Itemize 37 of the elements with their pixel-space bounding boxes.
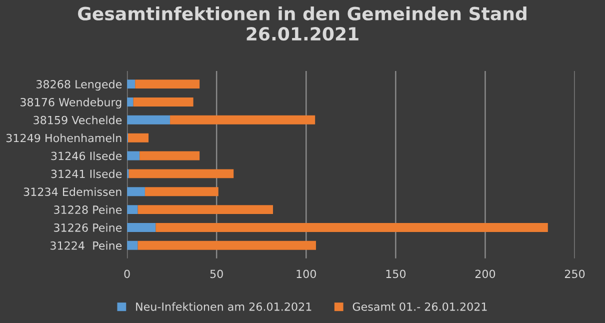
bar xyxy=(170,115,316,124)
bar xyxy=(127,98,134,106)
x-tick-label: 250 xyxy=(564,270,585,278)
chart-title: Gesamtinfektionen in den Gemeinden Stand 26.01.2021 xyxy=(78,6,526,41)
y-tick-label: 31241 Ilsede xyxy=(51,169,122,178)
bar xyxy=(144,187,218,196)
y-tick-label: 31226 Peine xyxy=(54,223,122,232)
y-tick-label: 31234 Edemissen xyxy=(24,187,122,196)
bar xyxy=(127,115,170,124)
legend-label: Neu-Infektionen am 26.01.2021 xyxy=(136,302,312,311)
legend-label: Gesamt 01.- 26.01.2021 xyxy=(352,302,487,311)
bar xyxy=(156,222,548,232)
x-tick-label: 200 xyxy=(475,270,496,278)
bar xyxy=(133,98,194,106)
x-tick-label: 150 xyxy=(386,270,406,278)
bar xyxy=(127,205,138,214)
y-tick-label: 31246 Ilsede xyxy=(51,152,122,160)
x-tick-label: 100 xyxy=(296,270,316,278)
x-tick-label: 0 xyxy=(124,270,130,278)
y-tick-label: 38159 Vechelde xyxy=(34,116,122,124)
bar xyxy=(140,151,200,160)
bar xyxy=(127,222,156,232)
y-tick-label: 31249 Hohenhameln xyxy=(6,134,122,142)
y-tick-label: 31228 Peine xyxy=(54,205,122,214)
bar xyxy=(128,133,149,142)
bar xyxy=(138,205,273,214)
y-tick-label: 38268 Lengede xyxy=(36,80,122,91)
y-tick-label: 31224 Peine xyxy=(50,241,122,250)
bar xyxy=(135,80,200,89)
bar xyxy=(138,240,316,250)
x-tick-label: 50 xyxy=(210,270,223,278)
bar xyxy=(127,80,136,89)
bar xyxy=(127,187,145,196)
y-tick-label: 38176 Wendeburg xyxy=(20,98,122,109)
bar xyxy=(127,240,138,250)
bar xyxy=(128,169,234,178)
bar xyxy=(127,151,140,160)
